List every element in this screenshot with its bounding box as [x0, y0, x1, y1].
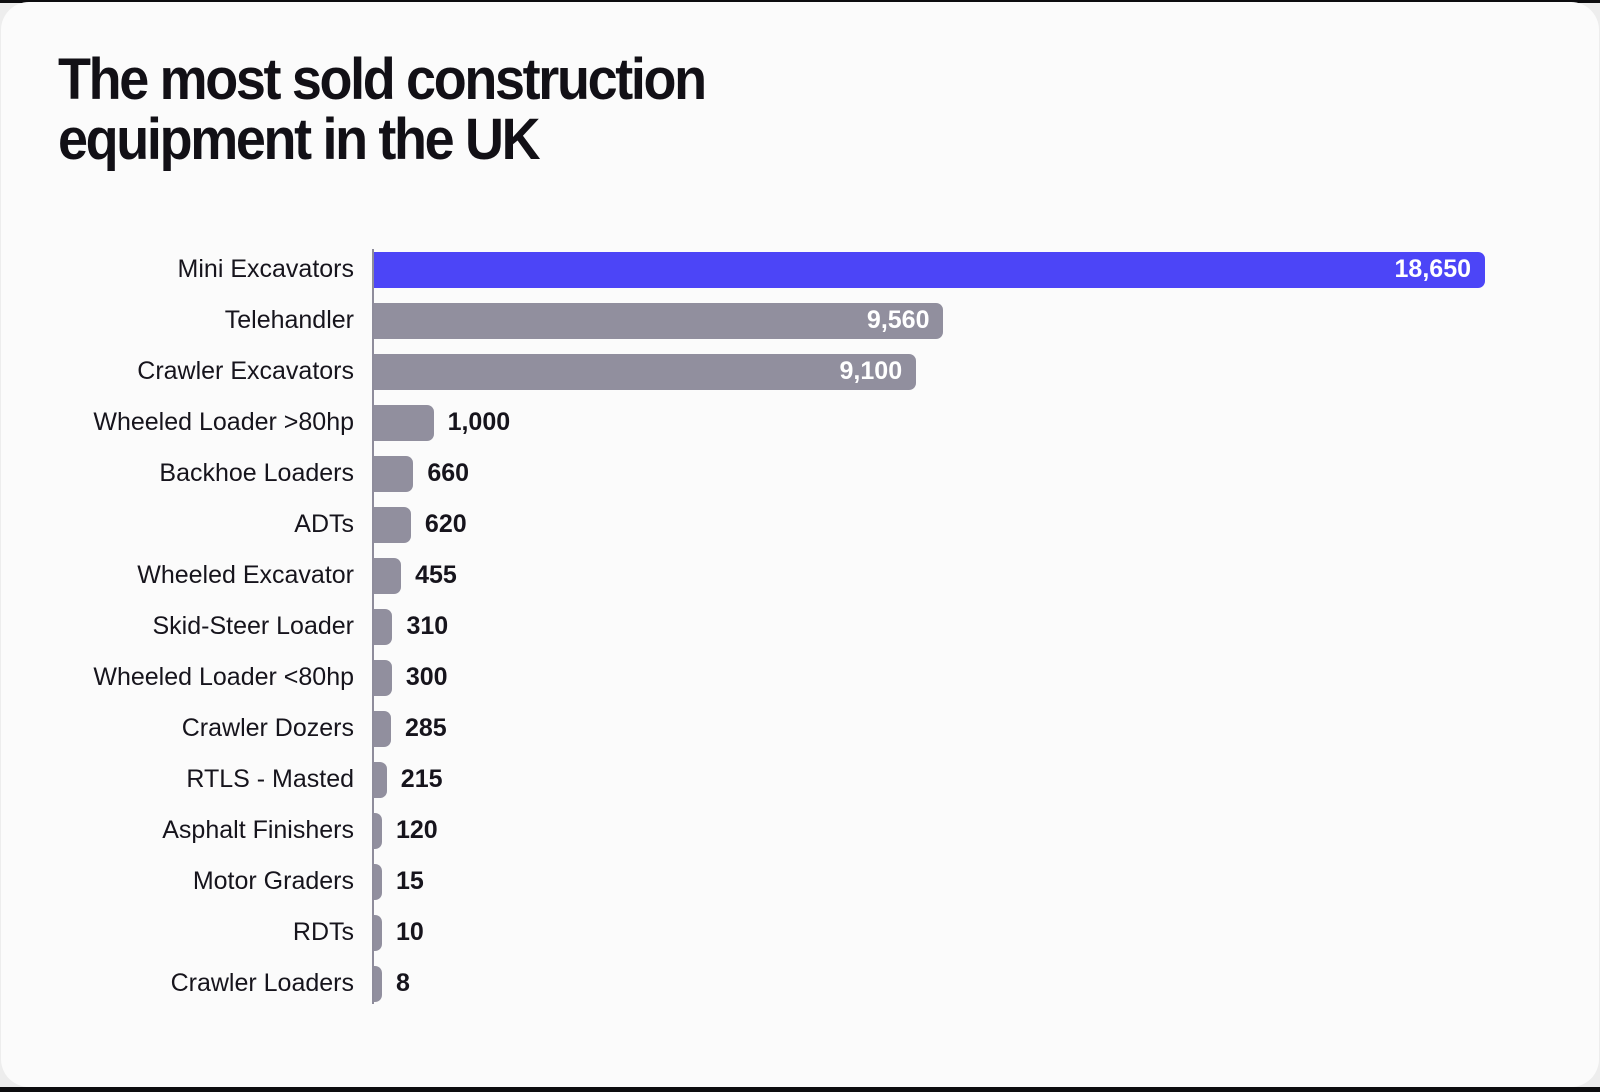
value-label-outside: 8 — [396, 969, 410, 997]
category-label: Asphalt Finishers — [162, 816, 354, 844]
chart-row: Backhoe Loaders 660 — [1, 448, 1599, 499]
value-label-outside: 285 — [404, 714, 447, 742]
category-label: Motor Graders — [192, 867, 354, 895]
bar-track: 1,000 — [374, 404, 1485, 441]
bar — [374, 812, 382, 849]
bar-track: 15 — [374, 863, 1485, 900]
page-title-line-2: equipment in the UK — [58, 107, 541, 172]
bar-chart: Mini Excavators 18,650 Telehandler 9,560… — [1, 244, 1599, 1009]
category-label: Wheeled Excavator — [137, 561, 354, 589]
bar — [374, 557, 402, 594]
bar — [374, 965, 382, 1002]
category-label: Crawler Excavators — [137, 357, 354, 385]
chart-row: Wheeled Loader <80hp 300 — [1, 652, 1599, 703]
chart-row: Crawler Dozers 285 — [1, 703, 1599, 754]
chart-rows: Mini Excavators 18,650 Telehandler 9,560… — [1, 244, 1599, 1009]
chart-row: ADTs 620 — [1, 499, 1599, 550]
value-label-outside: 310 — [406, 612, 449, 640]
bar-track: 18,650 — [374, 251, 1485, 288]
value-label-inside: 18,650 — [1394, 255, 1471, 283]
bar — [374, 710, 391, 747]
bar — [374, 914, 382, 951]
axis-line — [372, 249, 374, 1004]
category-label: Wheeled Loader <80hp — [93, 663, 354, 691]
chart-row: RDTs 10 — [1, 907, 1599, 958]
page-title-line-1: The most sold construction — [58, 47, 707, 112]
value-label-outside: 660 — [427, 459, 470, 487]
bar — [374, 608, 393, 645]
bar: 18,650 — [374, 251, 1485, 288]
category-label: Skid-Steer Loader — [152, 612, 354, 640]
value-label-outside: 10 — [396, 918, 424, 946]
chart-row: Wheeled Loader >80hp 1,000 — [1, 397, 1599, 448]
value-label-outside: 620 — [424, 510, 467, 538]
chart-row: Motor Graders 15 — [1, 856, 1599, 907]
value-label-outside: 15 — [396, 867, 424, 895]
bar-track: 620 — [374, 506, 1485, 543]
category-label: RDTs — [292, 918, 354, 946]
chart-row: Skid-Steer Loader 310 — [1, 601, 1599, 652]
category-label: RTLS - Masted — [186, 765, 354, 793]
bar — [374, 659, 392, 696]
value-label-outside: 455 — [415, 561, 457, 589]
bar-track: 660 — [374, 455, 1485, 492]
category-label: Backhoe Loaders — [159, 459, 354, 487]
value-label-inside: 9,100 — [839, 357, 903, 385]
chart-row: Asphalt Finishers 120 — [1, 805, 1599, 856]
bar — [374, 863, 382, 900]
category-label: ADTs — [294, 510, 354, 538]
bar — [374, 761, 387, 798]
bar-track: 300 — [374, 659, 1485, 696]
value-label-outside: 1,000 — [447, 408, 511, 436]
page-title: The most sold construction equipment in … — [58, 47, 707, 172]
chart-row: Mini Excavators 18,650 — [1, 244, 1599, 295]
value-label-outside: 120 — [396, 816, 438, 844]
bar-track: 310 — [374, 608, 1485, 645]
bar-track: 9,100 — [374, 353, 1485, 390]
chart-row: RTLS - Masted 215 — [1, 754, 1599, 805]
category-label: Crawler Dozers — [181, 714, 354, 742]
chart-row: Crawler Loaders 8 — [1, 958, 1599, 1009]
category-label: Crawler Loaders — [170, 969, 354, 997]
bar: 9,560 — [374, 302, 944, 339]
bar — [374, 506, 411, 543]
bar-track: 8 — [374, 965, 1485, 1002]
bar-track: 10 — [374, 914, 1485, 951]
bar-track: 9,560 — [374, 302, 1485, 339]
chart-row: Crawler Excavators 9,100 — [1, 346, 1599, 397]
chart-row: Wheeled Excavator 455 — [1, 550, 1599, 601]
bar-track: 215 — [374, 761, 1485, 798]
category-label: Mini Excavators — [177, 255, 354, 283]
bar — [374, 455, 414, 492]
value-label-outside: 215 — [400, 765, 443, 793]
value-label-inside: 9,560 — [866, 306, 930, 334]
chart-row: Telehandler 9,560 — [1, 295, 1599, 346]
bar-track: 120 — [374, 812, 1485, 849]
category-label: Wheeled Loader >80hp — [93, 408, 354, 436]
bar-track: 285 — [374, 710, 1485, 747]
bar — [374, 404, 434, 441]
bar-track: 455 — [374, 557, 1485, 594]
category-label: Telehandler — [224, 306, 354, 334]
bar: 9,100 — [374, 353, 917, 390]
value-label-outside: 300 — [405, 663, 448, 691]
